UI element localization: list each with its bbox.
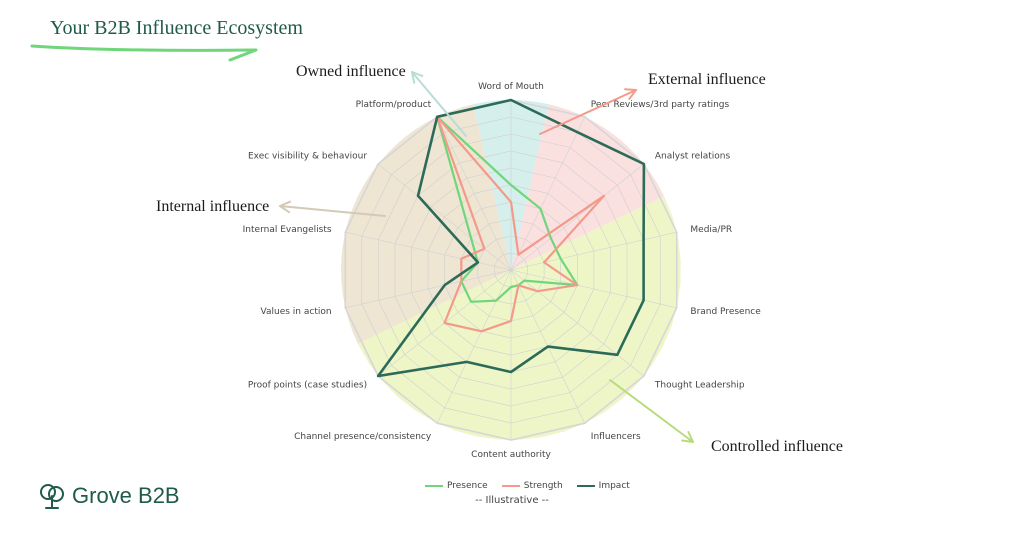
callout-arrows [279,71,694,443]
axis-label: Influencers [591,432,641,442]
legend-label-impact: Impact [598,481,630,491]
legend-swatch-impact [576,485,595,487]
axis-label: Proof points (case studies) [248,381,367,391]
axis-label: Exec visibility & behaviour [248,151,367,161]
axis-label: Values in action [261,307,332,317]
series-impact [376,98,646,378]
grid-spoke [510,231,677,271]
legend-item-strength[interactable]: Strength [501,481,563,491]
legend-item-impact[interactable]: Impact [576,481,630,491]
callout-internal: Internal influence [156,198,269,215]
influence-zones [341,100,681,440]
arrow-owned [411,71,467,137]
axis-label: Content authority [471,450,551,460]
illustrative-note: -- Illustrative -- [475,495,549,506]
axis-label: Media/PR [690,225,732,235]
legend-label-strength: Strength [523,481,563,491]
callout-controlled: Controlled influence [711,438,843,455]
zone-internal [341,104,511,344]
axis-label: Thought Leadership [654,381,745,391]
axis-label: Peer Reviews/3rd party ratings [591,100,730,110]
grid-spoke [510,116,586,271]
tree-icon [40,484,64,509]
grid-spoke [510,269,645,377]
brand-logo: Grove B2B [38,482,180,510]
legend-item-presence[interactable]: Presence [425,481,488,491]
grid-spoke [377,163,512,271]
axis-label: Word of Mouth [478,82,544,92]
axis-label: Brand Presence [690,307,761,317]
arrow-external [539,88,637,135]
grid-spoke [345,269,512,309]
radar-grid [344,99,678,441]
arrow-controlled [609,379,694,443]
axis-label: Internal Evangelists [243,225,332,235]
grid-spoke [436,116,512,271]
legend: Presence Strength Impact [425,481,630,491]
axis-labels: Word of Mouth Peer Reviews/3rd party rati… [243,82,762,460]
grid-spoke [510,163,645,271]
callout-owned: Owned influence [296,63,406,80]
legend-label-presence: Presence [447,481,488,491]
callout-external: External influence [648,71,766,88]
grid-spoke [510,269,677,309]
axis-label: Analyst relations [655,151,731,161]
series-strength [436,115,606,333]
arrow-internal [279,200,386,217]
zone-controlled [357,196,681,440]
title-underline [30,44,258,62]
radar-series [376,98,646,378]
grid-spoke [436,269,512,424]
series-presence [436,115,579,303]
logo-text: Grove B2B [72,483,180,508]
page-title: Your B2B Influence Ecosystem [50,17,303,39]
legend-swatch-presence [425,485,443,487]
zone-external [511,104,665,270]
axis-label: Platform/product [356,100,432,110]
grid-spoke [345,231,512,271]
axis-label: Channel presence/consistency [294,432,432,442]
legend-swatch-strength [501,485,520,487]
